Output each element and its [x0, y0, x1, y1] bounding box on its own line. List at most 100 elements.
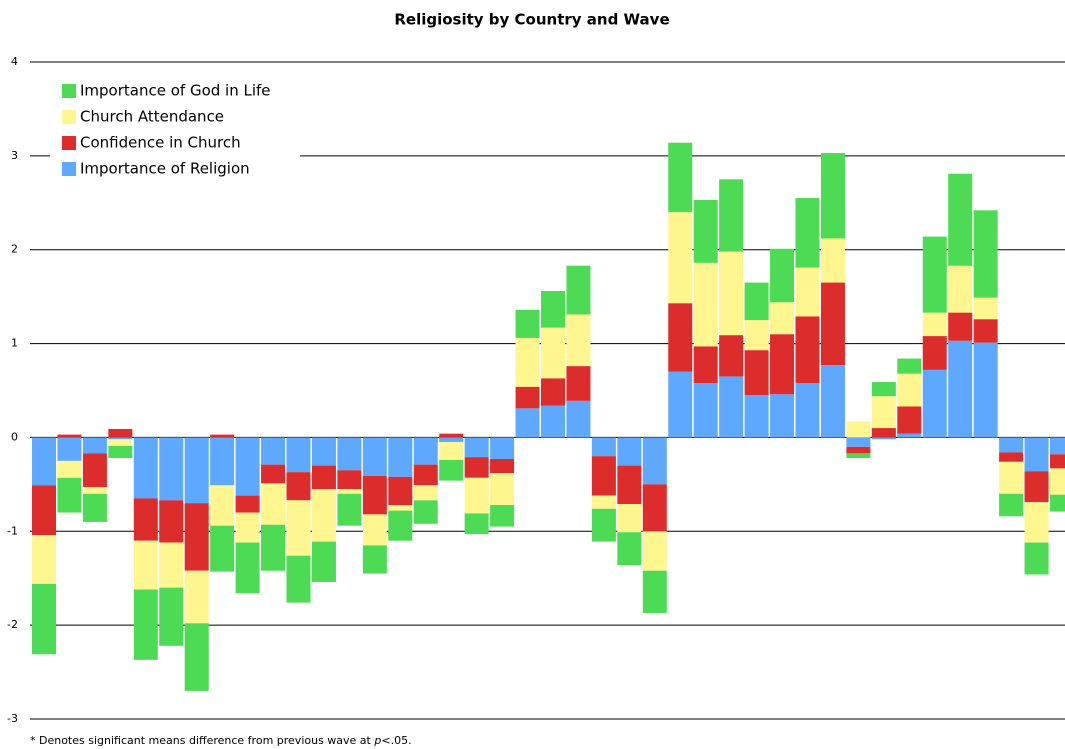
chart-title: Religiosity by Country and Wave [394, 11, 669, 29]
footnote-text: p [373, 734, 381, 747]
bar-segment [490, 473, 515, 506]
y-tick-label: 0 [11, 430, 18, 443]
bar-segment [362, 437, 387, 476]
bar-segment [1024, 437, 1049, 472]
bar-segment [133, 540, 158, 590]
bar-segment [57, 460, 82, 478]
bar-segment [795, 198, 820, 268]
bar-segment [108, 439, 133, 446]
bar-segment [464, 513, 489, 535]
bar-segment [82, 437, 107, 454]
bar-segment [235, 542, 260, 594]
bar-segment [668, 303, 693, 372]
bar-segment [439, 459, 464, 481]
bar-segment [948, 312, 973, 341]
bar-segment [668, 212, 693, 304]
bar-segment [286, 500, 311, 556]
bar-segment [82, 453, 107, 488]
bar-segment [388, 510, 413, 541]
bar-segment [515, 386, 540, 409]
y-tick-label: -1 [7, 524, 18, 537]
bar-segment [82, 493, 107, 522]
bar-segment [871, 437, 896, 440]
bar-segment [566, 400, 591, 438]
bar-segment [159, 437, 184, 501]
bar-segment [32, 535, 56, 584]
bar-segment [1024, 471, 1049, 503]
legend-swatch [62, 110, 76, 124]
legend: Importance of God in Life Church Attendan… [50, 76, 300, 188]
bar-segment [820, 282, 845, 366]
bar-segment [210, 437, 235, 486]
bar-segment [159, 587, 184, 646]
bar-segment [591, 456, 616, 496]
bar-segment [57, 477, 82, 513]
bar-segment [515, 337, 540, 387]
bar-segment [999, 452, 1024, 462]
bar-segment [973, 342, 998, 438]
footnote: * Denotes significant means difference f… [30, 734, 412, 747]
bar-segment [719, 335, 744, 377]
bar-segment [795, 316, 820, 383]
bar-segment [820, 153, 845, 239]
bar-segment [108, 445, 133, 459]
bar-segment [948, 340, 973, 438]
bar-segment [744, 350, 769, 396]
bar-segment [719, 179, 744, 252]
bar-segment [617, 437, 642, 466]
bar-segment [515, 408, 540, 438]
bar-segment [541, 378, 565, 406]
bar-segment [541, 327, 565, 379]
bar-segment [439, 437, 464, 443]
bar-segment [439, 433, 464, 438]
bar-segment [744, 320, 769, 351]
bar-segment [541, 405, 565, 438]
bar-segment [286, 472, 311, 501]
bar-segment [515, 309, 540, 338]
bar-segment [413, 464, 438, 486]
bar-segment [922, 369, 947, 438]
bar-segment [133, 437, 158, 499]
bar-segment [311, 437, 336, 466]
bar-segment [362, 475, 387, 515]
bar-segment [693, 199, 718, 263]
bar-segment [210, 525, 235, 572]
bar-segment [668, 371, 693, 438]
bar-segment [795, 382, 820, 438]
bar-segment [286, 437, 311, 473]
legend-swatch [62, 84, 76, 98]
bar-segment [235, 495, 260, 513]
bar-segment [642, 484, 667, 532]
bar-segment [566, 314, 591, 367]
bar-segment [235, 437, 260, 496]
bar-segment [897, 406, 922, 434]
bar-segment [846, 453, 871, 459]
bar-segment [770, 248, 795, 303]
bar-segment [464, 457, 489, 478]
bar-segment [184, 570, 209, 624]
footnote-text: <.05. [381, 734, 411, 747]
bar-segment [999, 437, 1024, 453]
bar-segment [210, 485, 235, 526]
bar-segment [184, 503, 209, 571]
bar-segment [413, 485, 438, 501]
bar-segment [1050, 494, 1065, 512]
bar-segment [922, 336, 947, 370]
bar-segment [159, 500, 184, 543]
bar-segment [617, 504, 642, 533]
bar-segment [693, 382, 718, 438]
bar-segment [210, 434, 235, 438]
bar-segment [261, 483, 286, 525]
bar-segment [32, 485, 56, 536]
bar-segment [591, 508, 616, 542]
y-tick-label: -3 [7, 712, 18, 725]
bar-segment [541, 291, 565, 328]
bar-segment [413, 437, 438, 465]
legend-label: Church Attendance [80, 108, 224, 126]
bar-segment [668, 142, 693, 213]
bar-segment [1024, 502, 1049, 543]
y-tick-label: 2 [11, 243, 18, 256]
bar-segment [311, 489, 336, 542]
y-tick-label: 1 [11, 337, 18, 350]
